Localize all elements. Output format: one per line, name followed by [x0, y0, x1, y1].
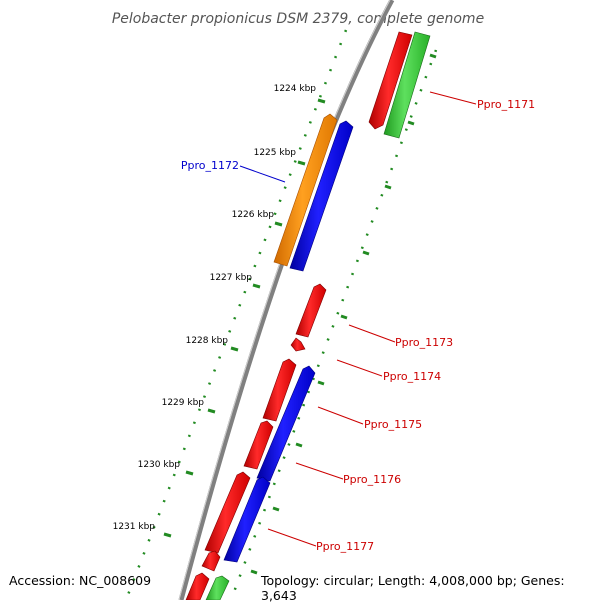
kbp-label-1226: 1226 kbp [232, 210, 275, 220]
gene-red-fwd-3[interactable] [243, 420, 274, 470]
label-ppro-1171[interactable]: Ppro_1171 [477, 98, 535, 111]
kbp-label-1224: 1224 kbp [274, 84, 317, 94]
gene-red-fwd-2[interactable] [262, 358, 297, 422]
label-ppro-1173[interactable]: Ppro_1173 [395, 336, 453, 349]
label-ppro-1174[interactable]: Ppro_1174 [383, 370, 441, 383]
gene-red-fwd-5[interactable] [201, 550, 221, 572]
gene-green-fwd-1[interactable] [205, 575, 230, 600]
gene-red-fwd-1[interactable] [295, 283, 327, 338]
gene-red-fwd-6[interactable] [185, 572, 210, 600]
kbp-label-1228: 1228 kbp [186, 336, 229, 346]
reverse-strand-genes [368, 31, 431, 139]
leader-ppro-1174 [336, 359, 383, 377]
kbp-label-1230: 1230 kbp [138, 460, 181, 470]
kbp-label-1227: 1227 kbp [210, 273, 253, 283]
gene-ppro-1172-blue[interactable] [289, 120, 354, 272]
kbp-label-1229: 1229 kbp [162, 398, 205, 408]
leader-ppro-1177 [267, 528, 317, 547]
leader-ppro-1172 [239, 165, 286, 183]
kbp-tick-labels: 1224 kbp 1225 kbp 1226 kbp 1227 kbp 1228… [113, 84, 317, 532]
kbp-label-1231: 1231 kbp [113, 522, 156, 532]
kbp-label-1225: 1225 kbp [254, 148, 297, 158]
leader-ppro-1176 [295, 462, 344, 480]
label-ppro-1176[interactable]: Ppro_1176 [343, 473, 401, 486]
map-title: Pelobacter propionicus DSM 2379, complet… [112, 11, 484, 27]
gene-ppro-1171-green[interactable] [383, 31, 431, 139]
gene-blue-fwd-1[interactable] [256, 365, 316, 482]
gene-ppro-1172-orange[interactable] [273, 113, 338, 267]
forward-strand-genes [185, 113, 354, 600]
gene-ppro-1171-red[interactable] [368, 31, 413, 130]
label-ppro-1175[interactable]: Ppro_1175 [364, 418, 422, 431]
label-ppro-1172[interactable]: Ppro_1172 [181, 159, 239, 172]
genome-summary-text: Topology: circular; Length: 4,008,000 bp… [261, 573, 565, 603]
leader-ppro-1171 [429, 91, 477, 105]
leader-ppro-1173 [348, 324, 396, 343]
gene-red-fwd-small[interactable] [290, 337, 306, 352]
leader-ppro-1175 [317, 406, 364, 425]
label-leader-lines [239, 91, 477, 547]
accession-text: Accession: NC_008609 [9, 573, 152, 588]
kbp-tick-marks [163, 53, 437, 575]
gene-blue-fwd-2[interactable] [223, 476, 271, 563]
gene-labels: Ppro_1172 Ppro_1171 Ppro_1173 Ppro_1174 … [181, 98, 535, 553]
label-ppro-1177[interactable]: Ppro_1177 [316, 540, 374, 553]
